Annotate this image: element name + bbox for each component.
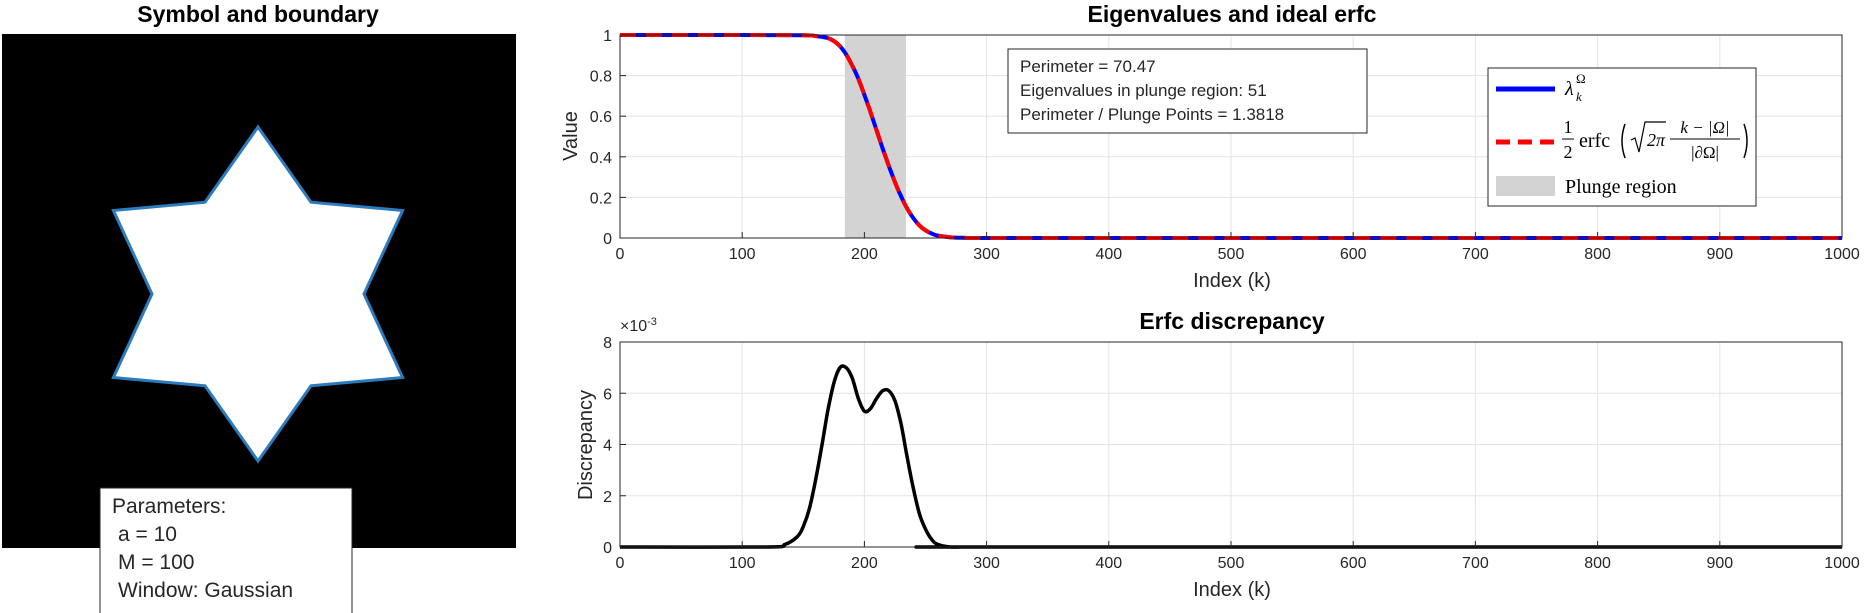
legend-label-eigenvalues: λ [1564, 78, 1574, 100]
legend-label-plunge: Plunge region [1565, 176, 1677, 198]
legend-label-eigenvalues-sup: Ω [1576, 71, 1586, 86]
x-tick-label: 400 [1095, 246, 1122, 263]
x-tick-label: 1000 [1824, 555, 1860, 572]
x-tick-label: 300 [973, 555, 1000, 572]
legend-erfc-half-num: 1 [1564, 117, 1573, 137]
x-tick-label: 600 [1340, 555, 1367, 572]
discrepancy-exponent-label: ×10-3 [620, 316, 657, 335]
y-tick-label: 0 [603, 540, 612, 557]
x-tick-label: 100 [729, 555, 756, 572]
x-tick-label: 900 [1706, 555, 1733, 572]
legend-erfc-func: erfc [1579, 130, 1610, 152]
parameters-box-frame [99, 487, 353, 613]
x-tick-label: 0 [616, 246, 625, 263]
y-tick-label: 0 [603, 231, 612, 248]
legend-swatch-plunge [1496, 176, 1555, 196]
param-heading: Parameters: [112, 495, 226, 518]
x-tick-label: 900 [1706, 246, 1733, 263]
legend-erfc-sqrt-sign [1630, 121, 1666, 153]
star-boundary-outline [111, 124, 405, 464]
info-eigen-count: Eigenvalues in plunge region: 51 [1020, 81, 1267, 100]
y-tick-label: 6 [603, 386, 612, 403]
eigen-ylabel: Value [560, 111, 582, 161]
info-perimeter: Perimeter = 70.47 [1020, 57, 1156, 76]
legend-erfc-sqrt-arg: 2π [1647, 130, 1666, 150]
x-tick-label: 700 [1462, 246, 1489, 263]
discrepancy-panel: Erfc discrepancy 0 100 200 300 400 500 600 700 8… [575, 308, 1860, 601]
x-tick-label: 800 [1584, 246, 1611, 263]
y-tick-label: 0.4 [590, 150, 612, 167]
info-box: Perimeter = 70.47 Eigenvalues in plunge … [1007, 48, 1368, 134]
symbol-panel: Symbol and boundary Parameters: a = 10 M… [2, 1, 516, 613]
x-tick-label: 500 [1218, 246, 1245, 263]
y-tick-label: 1 [603, 28, 612, 45]
info-ratio: Perimeter / Plunge Points = 1.3818 [1020, 105, 1284, 124]
y-tick-label: 8 [603, 335, 612, 352]
discrepancy-y-ticks: 0 2 4 6 8 [603, 335, 626, 557]
exponent-base: ×10 [620, 318, 647, 335]
legend-label-eigenvalues-sub: k [1576, 89, 1582, 104]
legend-erfc-frac-den: |∂Ω| [1691, 143, 1719, 162]
y-tick-label: 0.8 [590, 69, 612, 86]
x-tick-label: 800 [1584, 555, 1611, 572]
param-a: a = 10 [118, 523, 177, 546]
x-tick-label: 400 [1095, 555, 1122, 572]
eigen-title: Eigenvalues and ideal erfc [1088, 1, 1377, 27]
discrepancy-x-ticks: 0 100 200 300 400 500 600 700 800 900 1000 [616, 541, 1860, 572]
x-tick-label: 300 [973, 246, 1000, 263]
x-tick-label: 200 [851, 555, 878, 572]
info-box-frame [1007, 48, 1368, 134]
y-tick-label: 4 [603, 438, 612, 455]
discrepancy-grid [619, 341, 1843, 548]
x-tick-label: 600 [1340, 246, 1367, 263]
param-m: M = 100 [118, 551, 194, 574]
legend-erfc-half-den: 2 [1564, 142, 1573, 162]
legend-erfc-lparen [1621, 123, 1626, 159]
eigen-y-ticks: 0 0.2 0.4 0.6 0.8 1 [590, 28, 626, 248]
y-tick-label: 0.6 [590, 109, 612, 126]
y-tick-label: 0.2 [590, 190, 612, 207]
legend-erfc-rparen [1743, 123, 1748, 159]
discrepancy-title: Erfc discrepancy [1139, 308, 1325, 334]
exponent-power: -3 [647, 316, 657, 328]
param-window: Window: Gaussian [118, 579, 293, 602]
eigen-x-ticks: 0 100 200 300 400 500 600 700 800 900 1000 [616, 232, 1860, 263]
discrepancy-xlabel: Index (k) [1193, 579, 1271, 601]
x-tick-label: 0 [616, 555, 625, 572]
symbol-title: Symbol and boundary [137, 1, 379, 27]
eigen-xlabel: Index (k) [1193, 270, 1271, 292]
legend-erfc-frac-num: k − |Ω| [1680, 118, 1729, 137]
star-symbol [113, 127, 403, 461]
eigen-panel: Eigenvalues and ideal erfc 0 100 200 300 400… [560, 1, 1860, 292]
x-tick-label: 100 [729, 246, 756, 263]
x-tick-label: 500 [1218, 555, 1245, 572]
x-tick-label: 700 [1462, 555, 1489, 572]
discrepancy-ylabel: Discrepancy [575, 390, 597, 500]
eigen-legend: λ k Ω 1 2 erfc 2π k − |Ω| |∂Ω| Plunge re… [1487, 67, 1757, 207]
y-tick-label: 2 [603, 489, 612, 506]
x-tick-label: 200 [851, 246, 878, 263]
parameters-box: Parameters: a = 10 M = 100 Window: Gauss… [99, 487, 353, 613]
x-tick-label: 1000 [1824, 246, 1860, 263]
